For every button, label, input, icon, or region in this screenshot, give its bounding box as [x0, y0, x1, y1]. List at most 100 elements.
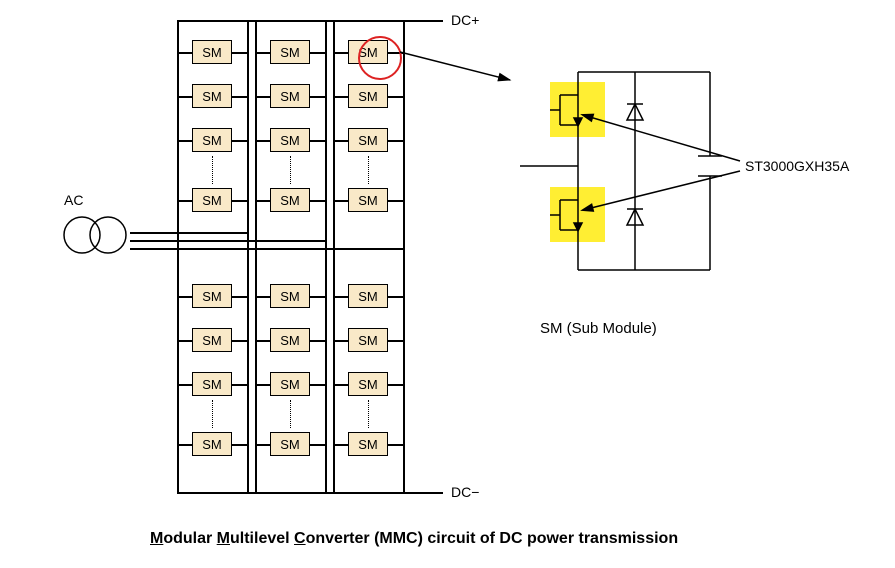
- sm-conn-r-u-0-1: [232, 96, 247, 98]
- sm-conn-l-u-0-2: [177, 140, 192, 142]
- ac-phase-line-0: [130, 232, 247, 234]
- dc-minus-label: DC−: [451, 484, 479, 500]
- sm-conn-l-u-0-1: [177, 96, 192, 98]
- dc-plus-label: DC+: [451, 12, 479, 28]
- sm-box-lower-c2-r0: SM: [348, 284, 388, 308]
- sm-conn-r-d-0-0: [232, 296, 247, 298]
- lower-left-rail-2: [333, 238, 335, 492]
- sm-conn-l-d-0-3: [177, 444, 192, 446]
- dc-minus-bus: [177, 492, 443, 494]
- sm-conn-l-u-1-1: [255, 96, 270, 98]
- sm-conn-r-d-0-3: [232, 444, 247, 446]
- cap-odular: odular: [163, 530, 216, 547]
- sm-box-lower-c0-r1: SM: [192, 328, 232, 352]
- sm-conn-l-d-0-1: [177, 340, 192, 342]
- sm-conn-r-u-2-1: [388, 96, 403, 98]
- part-number-label: ST3000GXH35A: [745, 158, 849, 174]
- sm-conn-l-u-1-2: [255, 140, 270, 142]
- cap-m1: M: [150, 530, 163, 547]
- sm-conn-l-d-1-1: [255, 340, 270, 342]
- sm-box-lower-c1-r1: SM: [270, 328, 310, 352]
- sm-conn-l-d-2-0: [333, 296, 348, 298]
- sm-conn-l-d-0-0: [177, 296, 192, 298]
- sm-conn-l-u-2-2: [333, 140, 348, 142]
- ac-phase-line-1: [130, 240, 325, 242]
- sm-conn-l-d-2-3: [333, 444, 348, 446]
- sm-box-lower-c0-r3: SM: [192, 432, 232, 456]
- sm-conn-r-u-1-1: [310, 96, 325, 98]
- sm-conn-r-u-1-3: [310, 200, 325, 202]
- sm-box-upper-c2-r2: SM: [348, 128, 388, 152]
- sm-conn-r-d-0-2: [232, 384, 247, 386]
- upper-right-rail-0: [247, 20, 249, 238]
- sm-conn-r-u-0-0: [232, 52, 247, 54]
- upper-right-rail-2: [403, 20, 405, 238]
- dots-lower-0: [212, 400, 215, 428]
- sm-conn-l-u-0-3: [177, 200, 192, 202]
- sm-conn-r-d-1-3: [310, 444, 325, 446]
- cap-m2: M: [217, 530, 230, 547]
- upper-right-rail-1: [325, 20, 327, 238]
- sm-box-upper-c2-r3: SM: [348, 188, 388, 212]
- sm-box-upper-c1-r0: SM: [270, 40, 310, 64]
- sm-conn-r-d-2-0: [388, 296, 403, 298]
- dots-lower-2: [368, 400, 371, 428]
- dots-upper-2: [368, 156, 371, 184]
- sm-box-lower-c2-r3: SM: [348, 432, 388, 456]
- sm-box-upper-c0-r2: SM: [192, 128, 232, 152]
- dots-lower-1: [290, 400, 293, 428]
- dots-upper-1: [290, 156, 293, 184]
- sm-conn-l-u-0-0: [177, 52, 192, 54]
- sm-conn-r-d-1-2: [310, 384, 325, 386]
- sm-box-upper-c1-r1: SM: [270, 84, 310, 108]
- dots-upper-0: [212, 156, 215, 184]
- lower-right-rail-2: [403, 238, 405, 492]
- sm-box-upper-c2-r1: SM: [348, 84, 388, 108]
- ac-transformer-icon: [60, 210, 135, 265]
- sm-box-lower-c2-r2: SM: [348, 372, 388, 396]
- sm-box-upper-c1-r2: SM: [270, 128, 310, 152]
- sm-conn-l-d-1-3: [255, 444, 270, 446]
- sm-conn-l-d-0-2: [177, 384, 192, 386]
- sm-conn-r-d-2-3: [388, 444, 403, 446]
- sm-conn-l-u-2-0: [333, 52, 348, 54]
- lower-left-rail-1: [255, 238, 257, 492]
- lower-right-rail-1: [325, 238, 327, 492]
- sm-box-upper-c0-r3: SM: [192, 188, 232, 212]
- sm-conn-l-d-2-1: [333, 340, 348, 342]
- sm-conn-l-d-1-0: [255, 296, 270, 298]
- sm-conn-l-u-1-3: [255, 200, 270, 202]
- sm-conn-r-d-2-2: [388, 384, 403, 386]
- lower-right-rail-0: [247, 238, 249, 492]
- sm-conn-r-d-1-1: [310, 340, 325, 342]
- ac-phase-line-2: [130, 248, 403, 250]
- sm-conn-r-u-1-2: [310, 140, 325, 142]
- sm-box-lower-c1-r0: SM: [270, 284, 310, 308]
- sm-box-lower-c1-r2: SM: [270, 372, 310, 396]
- sm-conn-r-d-2-1: [388, 340, 403, 342]
- sm-conn-r-u-1-0: [310, 52, 325, 54]
- sm-box-lower-c1-r3: SM: [270, 432, 310, 456]
- sm-box-lower-c0-r0: SM: [192, 284, 232, 308]
- ac-label: AC: [64, 192, 83, 208]
- sm-box-upper-c0-r0: SM: [192, 40, 232, 64]
- cap-rest: onverter (MMC) circuit of DC power trans…: [306, 530, 679, 547]
- cap-ultilevel: ultilevel: [230, 530, 294, 547]
- sm-conn-r-u-2-2: [388, 140, 403, 142]
- sm-conn-r-d-0-1: [232, 340, 247, 342]
- sm-conn-l-u-2-1: [333, 96, 348, 98]
- igbt-highlight-2: [550, 187, 605, 242]
- igbt-highlight-1: [550, 82, 605, 137]
- highlight-circle: [358, 36, 402, 80]
- sm-conn-r-u-2-3: [388, 200, 403, 202]
- sm-conn-r-d-1-0: [310, 296, 325, 298]
- lower-left-rail-0: [177, 238, 179, 492]
- sm-box-lower-c0-r2: SM: [192, 372, 232, 396]
- sm-conn-r-u-0-2: [232, 140, 247, 142]
- sm-box-upper-c1-r3: SM: [270, 188, 310, 212]
- sm-conn-l-d-2-2: [333, 384, 348, 386]
- sm-box-upper-c0-r1: SM: [192, 84, 232, 108]
- diagram-caption: Modular Multilevel Converter (MMC) circu…: [150, 530, 678, 548]
- sm-conn-l-d-1-2: [255, 384, 270, 386]
- sm-conn-l-u-1-0: [255, 52, 270, 54]
